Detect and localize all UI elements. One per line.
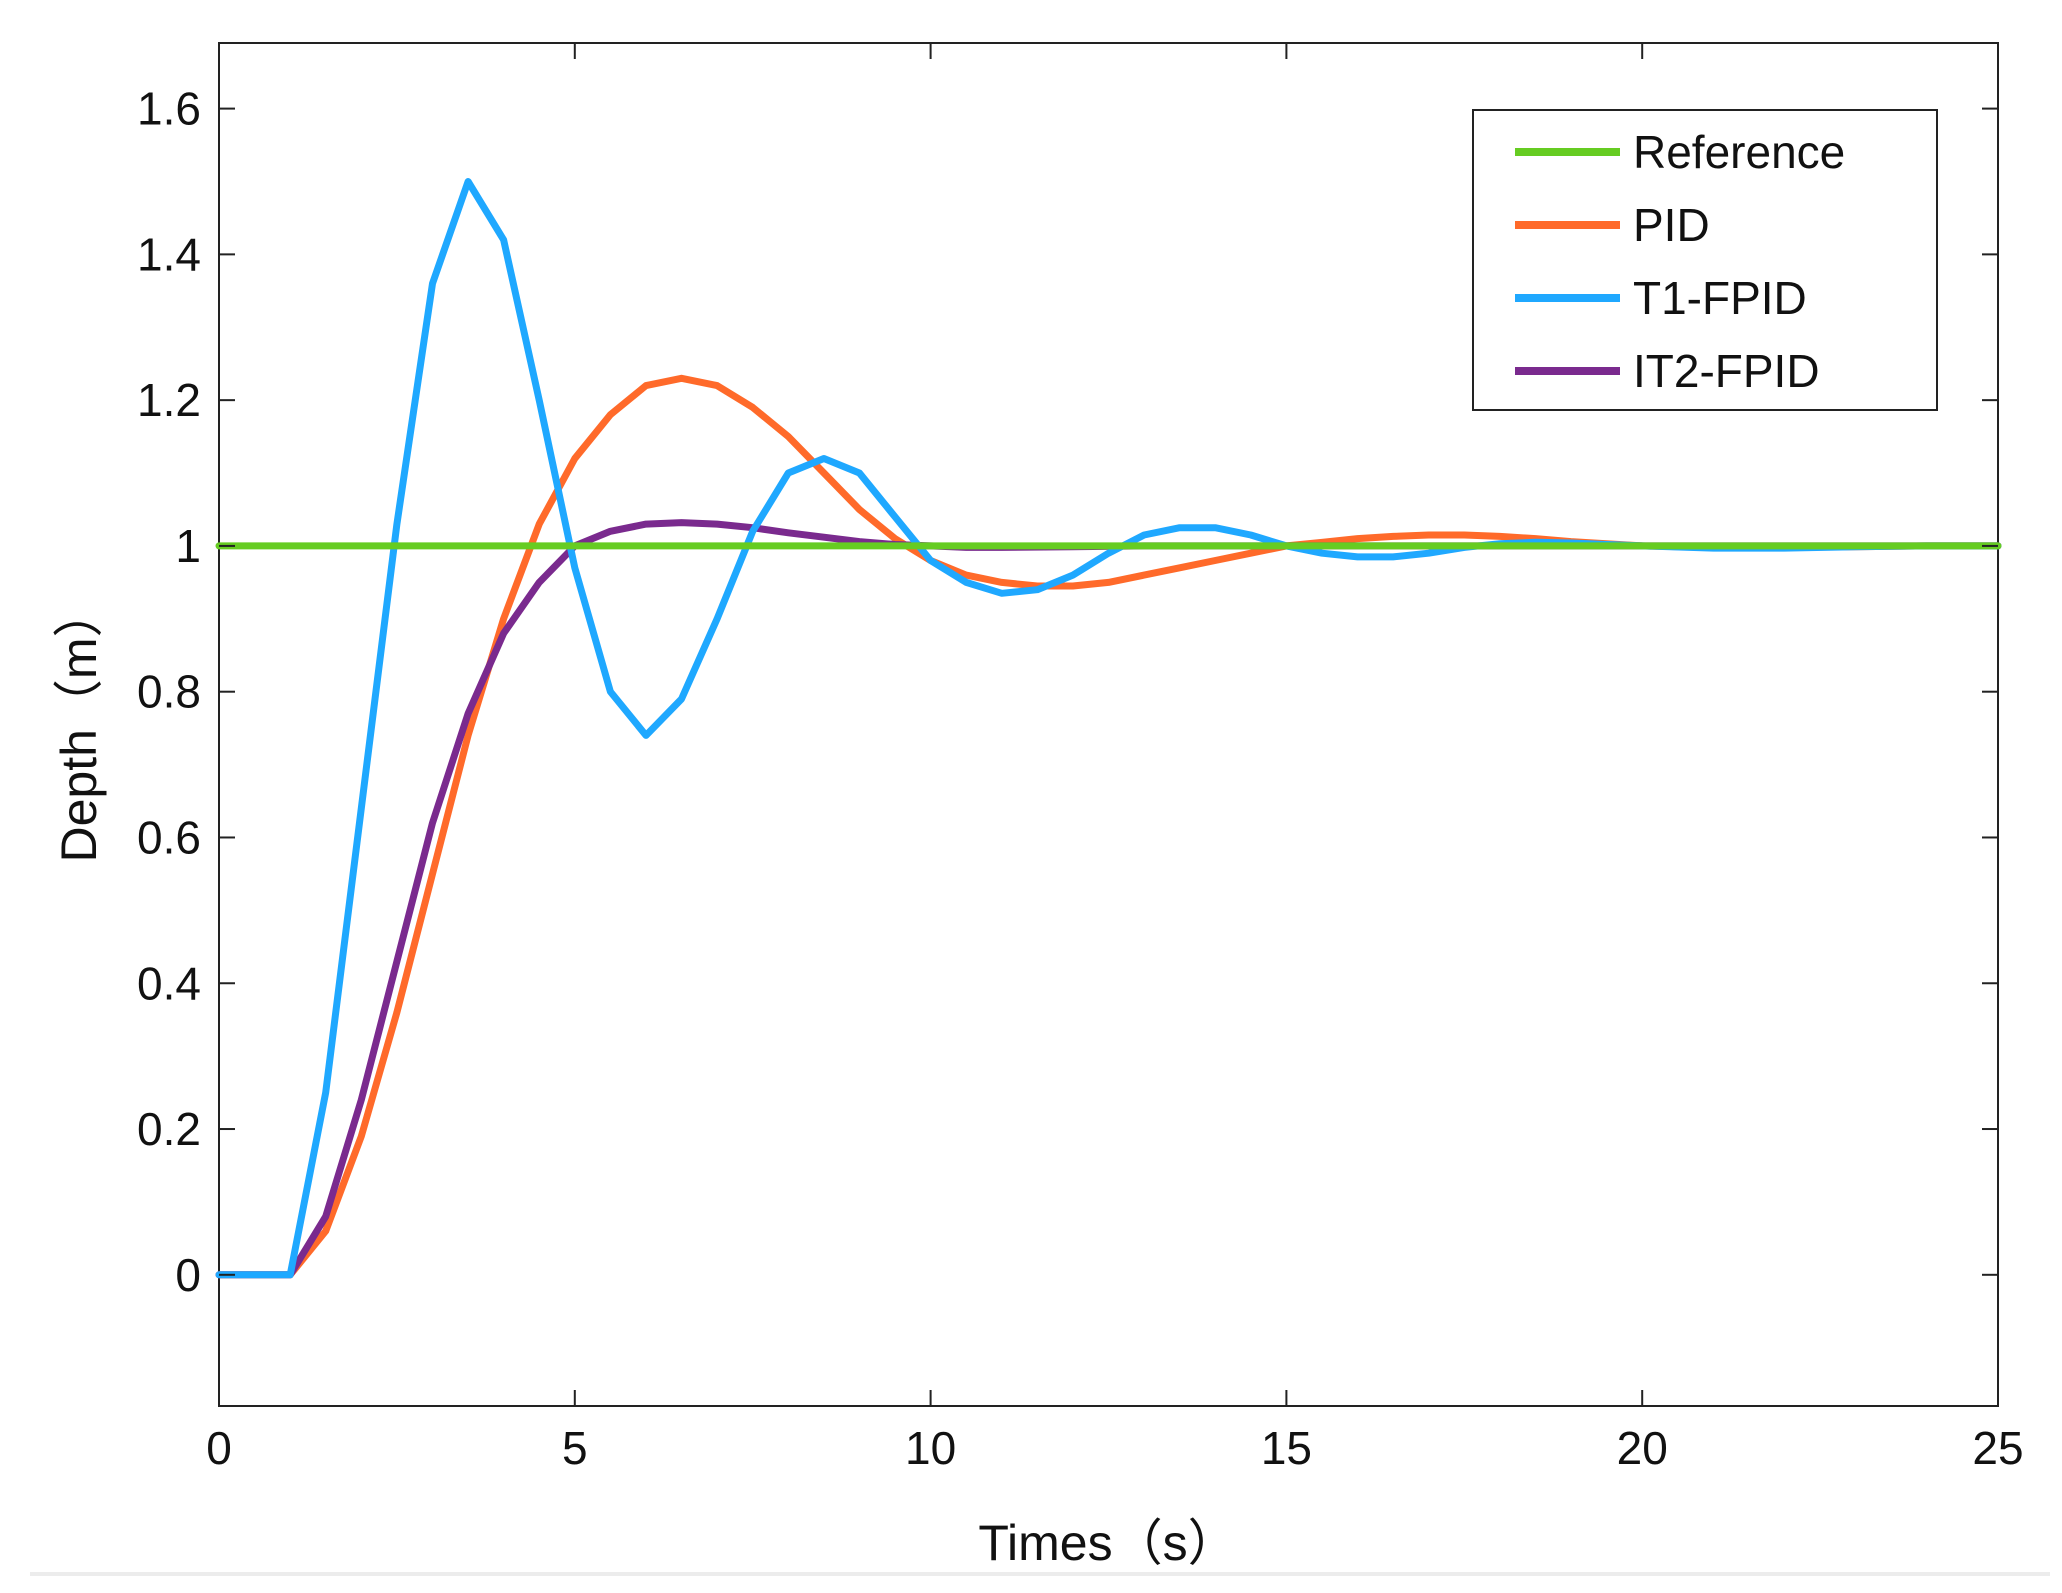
x-axis-title: Times（s）	[978, 1515, 1237, 1571]
legend-box	[1472, 109, 1938, 411]
x-tick-label: 10	[905, 1422, 956, 1474]
legend-label-t1-fpid: T1-FPID	[1633, 272, 1807, 324]
legend-label-pid: PID	[1633, 199, 1710, 251]
legend: Reference PID T1-FPID IT2-FPID	[1472, 109, 1938, 411]
bottom-shadow-strip	[30, 1572, 2050, 1576]
y-tick-label: 1.4	[137, 228, 201, 280]
y-tick-label: 0.8	[137, 666, 201, 718]
y-tick-label: 1	[175, 520, 201, 572]
y-tick-label: 1.6	[137, 83, 201, 135]
legend-label-reference: Reference	[1633, 126, 1845, 178]
x-tick-label: 15	[1261, 1422, 1312, 1474]
x-tick-label: 25	[1972, 1422, 2023, 1474]
y-tick-label: 0.2	[137, 1103, 201, 1155]
y-tick-label: 0.4	[137, 957, 201, 1009]
tick-layer: 0 5 10 15 20 25 0 0.2 0.4 0.6 0.8 1 1.2 1.4 1.6	[137, 43, 2024, 1474]
y-tick-label: 1.2	[137, 374, 201, 426]
y-tick-label: 0	[175, 1249, 201, 1301]
x-tick-label: 5	[562, 1422, 588, 1474]
legend-label-it2-fpid: IT2-FPID	[1633, 345, 1820, 397]
y-tick-label: 0.6	[137, 811, 201, 863]
x-tick-label: 20	[1617, 1422, 1668, 1474]
y-axis-title: Depth（m）	[51, 587, 107, 862]
x-tick-label: 0	[206, 1422, 232, 1474]
series-layer	[215, 178, 2002, 1279]
plot-area-frame	[218, 42, 1999, 1407]
